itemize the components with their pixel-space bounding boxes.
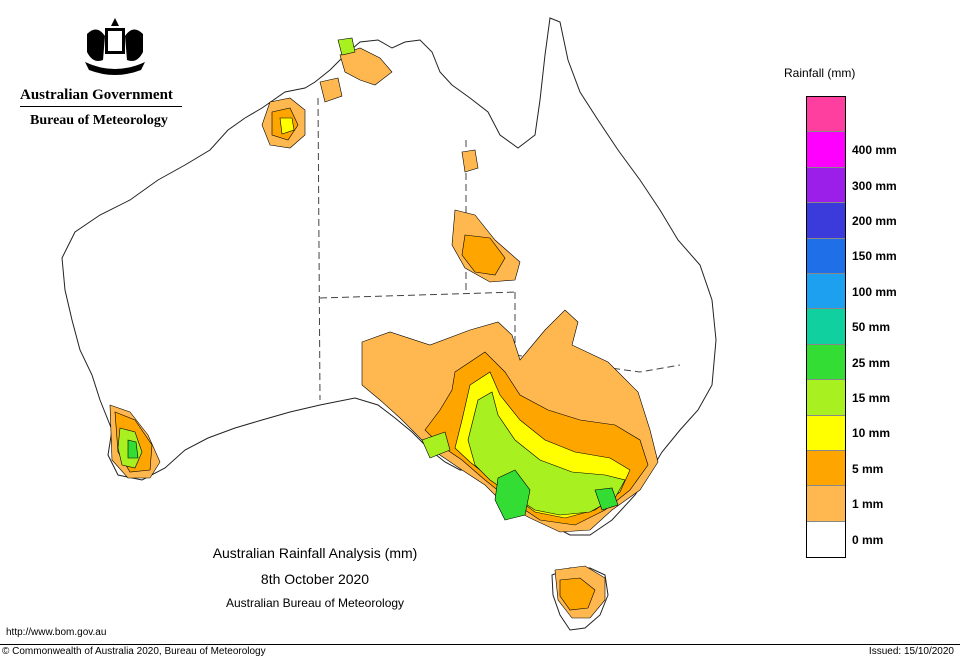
legend-label: 0 mm: [852, 532, 884, 547]
legend-swatch: [807, 309, 845, 345]
legend-label: 5 mm: [852, 461, 884, 476]
website-link[interactable]: http://www.bom.gov.au: [6, 627, 107, 638]
legend-label: 100 mm: [852, 284, 897, 299]
legend-label: 25 mm: [852, 355, 891, 370]
legend-swatch: [807, 344, 845, 381]
legend-label: 15 mm: [852, 390, 891, 405]
legend-swatch: [807, 97, 845, 133]
legend-title: Rainfall (mm): [784, 66, 856, 80]
agency-name: Bureau of Meteorology: [30, 113, 168, 128]
legend-label: 200 mm: [852, 213, 897, 228]
legend-swatch: [807, 521, 845, 558]
map-source: Australian Bureau of Meteorology: [225, 596, 405, 610]
legend-swatch: [807, 450, 845, 487]
rain-25mm-areas: [127, 439, 619, 521]
legend-swatch: [807, 273, 845, 310]
government-logo: Australian Government Bureau of Meteorol…: [20, 14, 185, 134]
legend-swatch: [807, 203, 845, 239]
legend-label: 400 mm: [852, 143, 897, 158]
copyright-text: © Commonwealth of Australia 2020, Bureau…: [2, 646, 266, 657]
legend-label: 1 mm: [852, 497, 884, 512]
legend-label: 10 mm: [852, 426, 891, 441]
map-title: Australian Rainfall Analysis (mm): [212, 545, 418, 561]
legend-swatch: [807, 486, 845, 522]
issued-date: Issued: 15/10/2020: [868, 646, 954, 657]
legend-label: 150 mm: [852, 249, 897, 264]
legend-swatch: [807, 380, 845, 416]
legend-swatch: [807, 415, 845, 451]
logo-divider: [20, 106, 182, 107]
government-name: Australian Government: [20, 87, 173, 103]
legend-label: 300 mm: [852, 178, 897, 193]
legend-label: 50 mm: [852, 320, 891, 335]
legend-swatch: [807, 238, 845, 274]
legend-swatch: [807, 167, 845, 204]
legend-colorbar: [806, 96, 846, 559]
map-date: 8th October 2020: [260, 571, 370, 587]
footer-divider: [0, 644, 960, 645]
coat-of-arms-icon: [85, 18, 145, 75]
legend-swatch: [807, 132, 845, 168]
